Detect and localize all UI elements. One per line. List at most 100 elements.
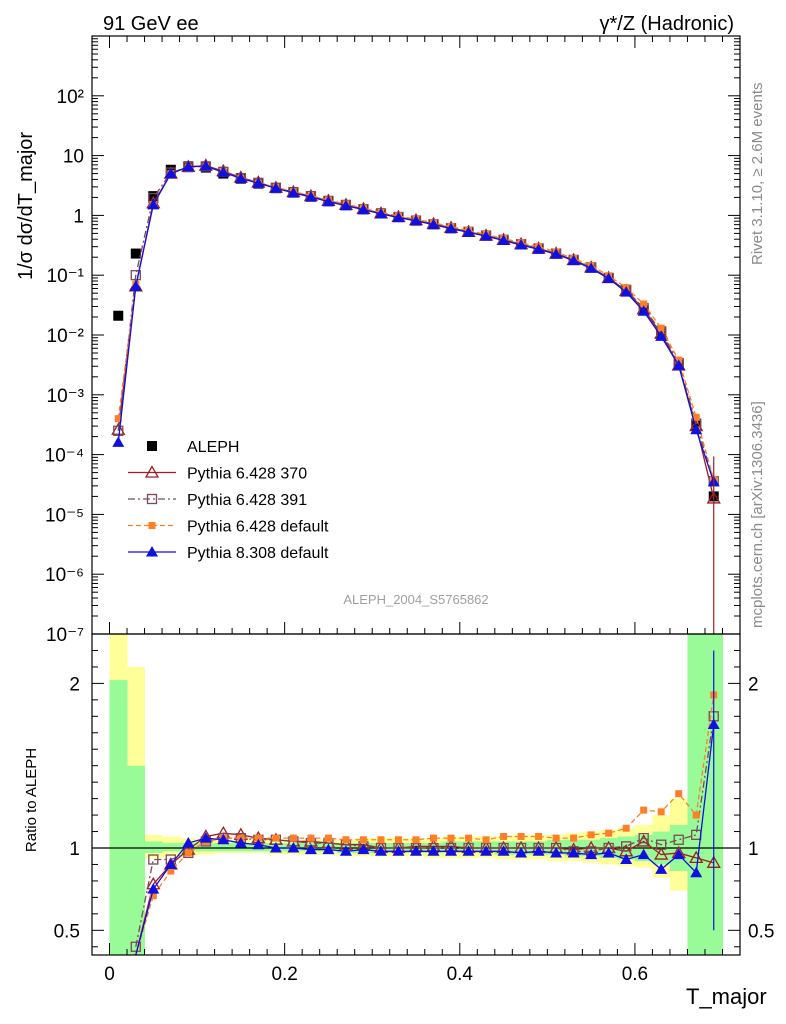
data-point: [147, 441, 157, 451]
data-point: [620, 286, 633, 297]
green-band-bin: [197, 843, 216, 852]
y-tick-label: 10²: [57, 87, 84, 108]
x-axis-title: T_major: [686, 984, 767, 1009]
series-pythia-6-428-default: [114, 162, 718, 483]
ratio-y-axis-title: Ratio to ALEPH: [23, 748, 40, 852]
data-point: [500, 832, 508, 840]
y-tick-label: 10⁻⁷: [46, 625, 84, 646]
green-band-bin: [162, 843, 181, 852]
data-point: [570, 834, 578, 842]
data-point: [480, 230, 493, 241]
data-point: [497, 234, 510, 246]
legend-label: Pythia 6.428 370: [187, 466, 307, 483]
legend-entry: Pythia 6.428 default: [128, 519, 329, 536]
data-point: [322, 195, 335, 207]
data-point: [602, 272, 615, 284]
y-tick-label: 1: [73, 206, 84, 227]
series-line: [135, 716, 715, 947]
data-point: [130, 248, 141, 259]
data-point: [656, 839, 667, 850]
data-point: [585, 848, 598, 860]
data-point: [182, 160, 195, 172]
data-point: [113, 310, 124, 321]
data-point: [692, 413, 700, 421]
data-point: [146, 546, 158, 557]
data-point: [462, 845, 475, 856]
y-tick-label: 10⁻²: [47, 326, 85, 347]
data-point: [410, 845, 422, 856]
data-point: [392, 211, 405, 223]
data-point: [307, 834, 315, 842]
series-pythia-6-428-391: [113, 161, 719, 487]
data-point: [164, 858, 177, 869]
data-point: [164, 167, 177, 179]
series-pythia-8-308-default: [112, 160, 720, 487]
data-point: [532, 845, 545, 856]
data-point: [147, 883, 160, 894]
data-point: [252, 177, 265, 188]
data-point: [532, 243, 545, 254]
y-tick-label: 10⁻¹: [47, 266, 85, 287]
data-point: [113, 425, 124, 436]
x-tick-label: 0.6: [622, 964, 648, 985]
x-tick-label: 0: [104, 964, 115, 985]
ratio-pythia-8-308-default: [135, 718, 720, 956]
data-point: [567, 846, 580, 858]
data-point: [410, 214, 422, 226]
data-point: [272, 834, 280, 842]
data-point: [322, 843, 335, 855]
legend-entry: ALEPH: [147, 439, 239, 456]
data-point: [342, 836, 350, 844]
data-point: [550, 846, 563, 858]
data-point: [129, 280, 142, 291]
ratio-pythia-6-428-default: [135, 691, 718, 956]
series-line: [135, 694, 715, 956]
data-point: [638, 832, 649, 844]
data-point: [427, 845, 440, 856]
data-point: [637, 848, 650, 860]
data-point: [339, 199, 352, 211]
data-point: [199, 160, 212, 171]
data-point: [269, 182, 282, 193]
data-point: [357, 203, 370, 215]
data-point: [147, 198, 160, 210]
data-point: [552, 834, 560, 842]
data-point: [130, 941, 141, 952]
analysis-id: ALEPH_2004_S5765862: [343, 592, 488, 607]
header-left: 91 GeV ee: [103, 13, 199, 35]
ratio-y-tick-label-right: 2: [748, 674, 759, 695]
data-point: [689, 850, 704, 864]
data-point: [183, 847, 194, 859]
data-point: [304, 843, 317, 855]
series-line: [135, 724, 715, 956]
ratio-series-layer: [92, 650, 740, 956]
data-point: [447, 834, 455, 842]
data-point: [304, 191, 317, 202]
legend-entry: Pythia 6.428 391: [128, 492, 307, 509]
ratio-y-tick-label: 0.5: [54, 921, 80, 942]
data-point: [252, 838, 265, 850]
y-tick-label: 10⁻⁵: [45, 505, 84, 526]
data-point: [465, 834, 473, 842]
y-tick-label: 10⁻⁴: [45, 446, 84, 467]
data-point: [655, 330, 668, 341]
data-point: [636, 834, 651, 847]
data-point: [654, 847, 669, 860]
data-point: [217, 833, 230, 845]
data-point: [655, 863, 668, 874]
data-point: [184, 849, 192, 857]
green-band-bin: [109, 680, 128, 955]
legend-label: ALEPH: [187, 439, 239, 456]
legend-entry: Pythia 6.428 370: [128, 465, 307, 483]
data-point: [517, 832, 525, 840]
ratio-y-tick-label-right: 0.5: [748, 921, 774, 942]
data-point: [445, 845, 458, 856]
data-point: [672, 848, 685, 860]
data-point: [620, 853, 633, 865]
data-point: [637, 305, 650, 316]
data-point: [112, 436, 125, 447]
data-point: [605, 829, 613, 837]
data-point: [130, 270, 141, 281]
data-point: [254, 834, 262, 842]
